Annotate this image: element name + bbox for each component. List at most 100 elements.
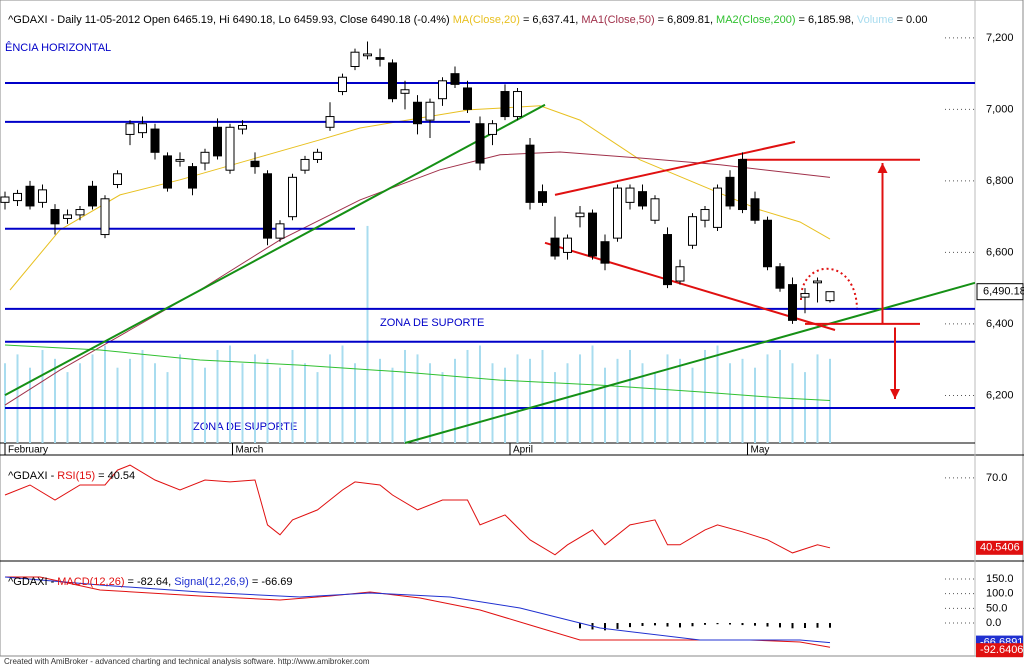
y-tick-label: 150.0: [986, 573, 1014, 585]
candle-body: [238, 124, 247, 130]
volume-bar: [529, 358, 531, 443]
y-tick-label: 6,600: [986, 246, 1014, 258]
volume-bar: [541, 349, 544, 443]
candle-body: [25, 185, 35, 207]
candle-body: [588, 212, 597, 257]
legend-name: MA1(Close,50): [581, 14, 655, 26]
dotted-arc: [799, 267, 859, 313]
volume-bar: [379, 358, 381, 443]
candle-body: [738, 158, 747, 211]
trendline: [404, 281, 976, 444]
annotation: ZONA DE SUPORTE: [193, 421, 297, 433]
x-tick-label: April: [513, 445, 533, 456]
volume-bar: [16, 354, 19, 443]
candle-body: [700, 209, 710, 221]
readout: = -66.69: [251, 576, 293, 588]
volume-bar: [241, 363, 244, 443]
candle-body: [350, 51, 360, 68]
candle-body: [800, 293, 810, 298]
candle-body: [338, 76, 347, 93]
volume-bar: [266, 358, 269, 443]
volume-bar: [279, 367, 281, 443]
candle-body: [63, 214, 72, 219]
readout: = 40.54: [98, 470, 136, 482]
y-tick-label: 6,400: [986, 318, 1014, 330]
candle-body: [375, 57, 385, 60]
readout: = -82.64,: [127, 576, 172, 588]
y-tick-label: 6,200: [986, 389, 1014, 401]
candle-body: [400, 89, 410, 94]
candle-body: [175, 158, 185, 162]
volume-bar: [679, 358, 681, 443]
candle-body: [388, 62, 397, 100]
volume-bar: [516, 354, 519, 443]
volume-bar: [41, 349, 44, 443]
volume-bar: [341, 345, 344, 443]
indicator-line: [4, 576, 831, 644]
volume-bar: [741, 358, 744, 443]
candle-body: [213, 126, 222, 157]
volume-bar: [141, 349, 144, 443]
legend-name: MA2(Close,200): [716, 14, 796, 26]
readout: = 6,185.98,: [798, 14, 854, 26]
candle-body: [100, 198, 110, 236]
volume-bar: [129, 358, 131, 443]
volume-bar: [454, 358, 456, 443]
candle-body: [763, 219, 772, 268]
volume-bar: [116, 367, 119, 443]
volume-bar: [291, 349, 294, 443]
y-tick-label: 7,200: [986, 32, 1014, 44]
footer: Created with AmiBroker - advanced charti…: [4, 657, 370, 666]
volume-bar: [791, 363, 794, 443]
candle-body: [313, 151, 322, 160]
volume-bar: [404, 349, 406, 443]
volume-bar: [816, 354, 819, 443]
candle-body: [488, 123, 497, 135]
candle-body: [675, 266, 685, 282]
title: ^GDAXI -: [8, 470, 55, 482]
candle-body: [650, 198, 660, 221]
candle-body: [638, 191, 647, 207]
candle-body: [438, 80, 447, 100]
readout: = 0.00: [896, 14, 928, 26]
x-tick-label: March: [236, 445, 264, 456]
candle-body: [163, 155, 172, 189]
volume-bar: [191, 358, 194, 443]
candle-body: [425, 101, 435, 121]
candle-body: [725, 176, 735, 207]
y-tick-label: 70.0: [986, 472, 1007, 484]
candle-body: [325, 116, 335, 128]
candle-body: [525, 144, 535, 203]
candle-body: [563, 237, 572, 253]
volume-bar: [179, 354, 181, 443]
candle-body: [538, 191, 547, 203]
volume-bar: [691, 367, 694, 443]
value-tag-box: [976, 540, 1023, 555]
y-tick-label: 7,000: [986, 103, 1014, 115]
volume-bar: [766, 354, 769, 443]
candle-body: [288, 176, 297, 218]
volume-bar: [4, 363, 6, 443]
trendline: [4, 103, 546, 396]
volume-bar: [329, 354, 331, 443]
candle-body: [88, 185, 97, 207]
price-header: ^GDAXI - Daily 11-05-2012 Open 6465.19, …: [2, 1, 927, 27]
y-tick-label: 100.0: [986, 588, 1014, 600]
rsi-header: ^GDAXI - RSI(15) = 40.54: [2, 457, 135, 483]
volume-bar: [391, 367, 394, 443]
y-tick-label: 50.0: [986, 602, 1007, 614]
y-tick-label: 0.0: [986, 617, 1001, 629]
volume-bar: [604, 367, 606, 443]
candle-body: [363, 53, 372, 57]
candle-body: [463, 87, 472, 110]
candle-body: [150, 128, 160, 153]
volume-bar: [104, 345, 106, 443]
volume-bar: [366, 225, 369, 443]
candle-body: [575, 212, 585, 218]
volume-bar: [716, 345, 719, 443]
volume-bar: [566, 363, 569, 443]
candle-body: [625, 187, 635, 203]
candle-body: [825, 291, 835, 302]
